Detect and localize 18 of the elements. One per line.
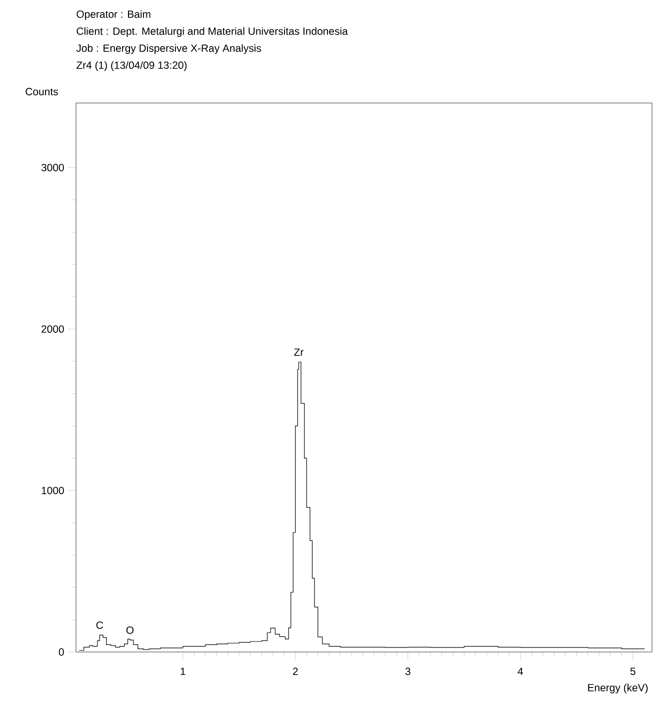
x-tick-label: 4 [518,668,523,675]
x-tick-label: 3 [405,668,410,676]
annotation: C [96,621,104,629]
text: Client : Dept. Metalurgi and Material Universitas Indonesia [76,27,348,37]
text: Job : Energy Dispersive X-Ray Analysis [76,44,262,54]
y-tick-label: 1000 [42,486,64,494]
x-tick-label: 5 [630,668,636,675]
y-tick-label: 0 [58,648,64,656]
x-tick-label: 1 [180,668,186,675]
x-axis-title: Energy (keV) [588,684,648,694]
y-axis-title: Counts [26,88,58,96]
text: Zr4 (1) (13/04/09 13:20) [76,61,187,71]
y-tick-label: 3000 [41,164,64,172]
x-tick-label: 2 [293,668,298,675]
annotation: Zr [294,348,304,356]
y-tick-label: 2000 [42,325,64,333]
annotation: O [126,626,134,634]
text: Operator : Baim [76,10,150,20]
